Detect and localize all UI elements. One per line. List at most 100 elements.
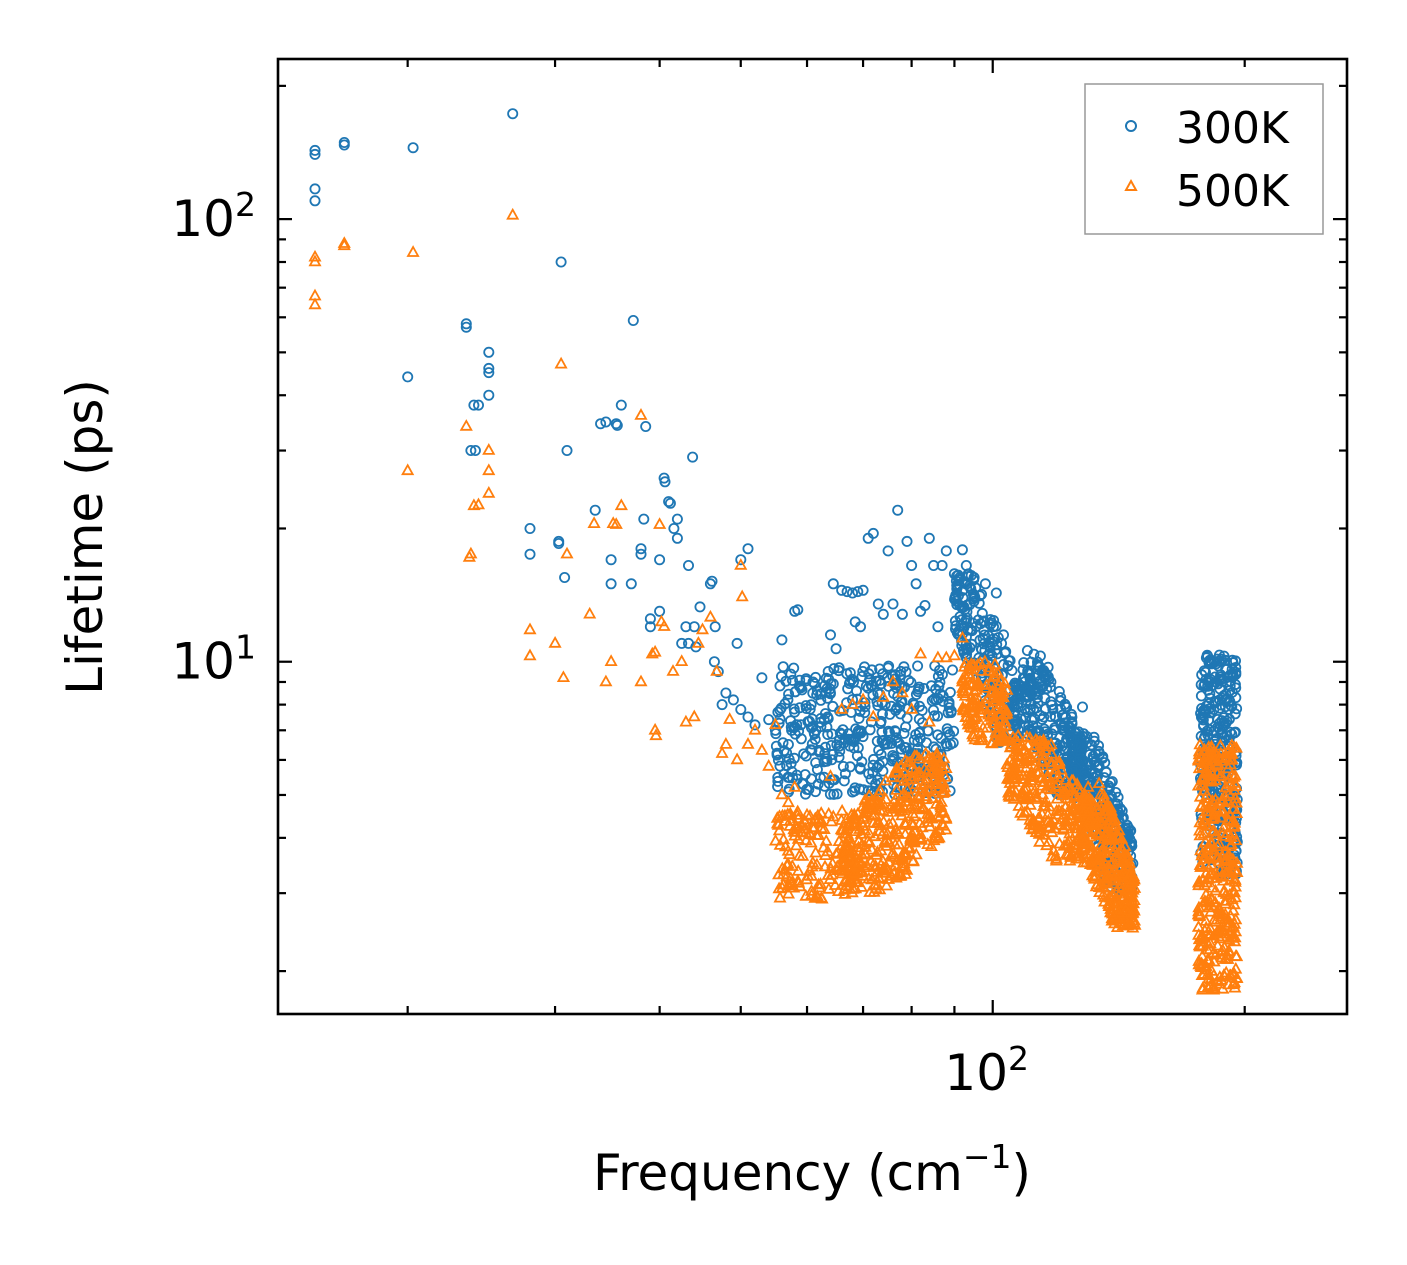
data-point-300K: [804, 703, 816, 715]
data-point-300K: [735, 554, 747, 566]
data-point-300K: [1104, 782, 1116, 794]
data-point-500K: [1107, 888, 1121, 901]
data-point-500K: [847, 865, 861, 878]
data-point-300K: [998, 629, 1010, 641]
data-point-300K: [941, 723, 953, 735]
data-point-300K: [806, 744, 818, 756]
data-point-500K: [1192, 761, 1206, 774]
data-point-500K: [406, 245, 420, 257]
data-point-500K: [886, 815, 900, 828]
data-point-500K: [972, 733, 986, 745]
data-point-500K: [799, 833, 813, 846]
data-point-300K: [858, 784, 870, 796]
data-point-500K: [997, 707, 1011, 720]
data-point-500K: [912, 781, 926, 794]
data-point-300K: [833, 751, 845, 763]
data-point-300K: [871, 735, 883, 747]
data-point-300K: [892, 504, 904, 516]
data-point-300K: [553, 535, 565, 547]
data-point-500K: [1219, 887, 1233, 899]
data-point-500K: [1023, 798, 1037, 810]
data-point-500K: [817, 822, 831, 834]
data-point-500K: [956, 672, 970, 684]
data-point-300K: [720, 687, 732, 699]
data-point-300K: [782, 739, 794, 751]
data-point-500K: [1058, 800, 1072, 813]
x-axis-label-close: ): [1012, 1144, 1032, 1202]
data-point-300K: [600, 416, 612, 428]
data-point-500K: [1100, 803, 1114, 816]
data-point-300K: [1022, 706, 1034, 718]
data-point-500K: [1218, 893, 1232, 906]
data-point-300K: [990, 587, 1002, 599]
data-point-500K: [858, 839, 872, 852]
data-point-500K: [971, 675, 985, 688]
data-point-500K: [925, 750, 939, 763]
data-point-500K: [1023, 813, 1037, 825]
data-point-500K: [931, 831, 945, 844]
data-point-500K: [835, 702, 849, 714]
data-point-500K: [903, 841, 917, 854]
data-point-500K: [1029, 792, 1043, 804]
data-point-500K: [907, 835, 921, 848]
data-point-500K: [851, 806, 865, 819]
data-point-300K: [903, 675, 915, 687]
data-point-500K: [1041, 813, 1055, 826]
data-point-300K: [795, 733, 807, 745]
data-point-500K: [922, 807, 937, 820]
data-point-500K: [788, 779, 802, 792]
data-point-300K: [801, 783, 813, 795]
data-point-500K: [870, 845, 884, 857]
data-point-500K: [824, 814, 839, 827]
data-point-500K: [931, 650, 945, 663]
data-point-500K: [1026, 821, 1040, 834]
data-point-500K: [1052, 803, 1066, 816]
data-point-500K: [1198, 765, 1212, 778]
data-point-300K: [1065, 733, 1077, 745]
data-point-500K: [803, 808, 817, 821]
data-point-500K: [931, 776, 945, 789]
legend: 300K 500K: [1084, 83, 1324, 235]
data-point-500K: [1094, 856, 1108, 868]
data-point-300K: [825, 629, 837, 641]
data-point-500K: [884, 799, 898, 812]
data-point-500K: [723, 712, 737, 724]
data-point-300K: [627, 314, 639, 326]
data-point-500K: [1228, 791, 1243, 804]
data-point-300K: [966, 625, 978, 637]
data-point-300K: [605, 578, 617, 590]
data-point-300K: [990, 620, 1002, 632]
data-point-500K: [583, 606, 597, 619]
data-point-500K: [308, 254, 322, 267]
data-point-500K: [609, 517, 623, 529]
data-point-300K: [823, 673, 835, 685]
data-point-500K: [937, 751, 951, 764]
data-point-500K: [960, 678, 974, 691]
data-point-500K: [1107, 916, 1122, 929]
data-point-500K: [929, 797, 943, 809]
data-point-500K: [1079, 823, 1093, 836]
data-point-500K: [401, 463, 415, 476]
data-point-500K: [811, 877, 826, 890]
data-point-300K: [1200, 705, 1212, 717]
data-point-500K: [1198, 852, 1212, 864]
data-point-300K: [800, 750, 812, 762]
data-point-300K: [852, 586, 864, 598]
data-point-300K: [1212, 678, 1224, 690]
data-point-300K: [836, 584, 848, 596]
data-point-300K: [912, 660, 924, 672]
data-point-300K: [1055, 692, 1067, 704]
data-point-500K: [1048, 767, 1062, 779]
data-point-500K: [782, 847, 797, 860]
data-point-500K: [604, 654, 618, 666]
data-point-500K: [634, 408, 648, 420]
data-point-500K: [1124, 865, 1138, 878]
data-point-500K: [804, 835, 818, 848]
data-point-500K: [965, 689, 979, 702]
data-point-300K: [787, 674, 799, 686]
data-point-300K: [1045, 696, 1057, 708]
data-point-500K: [1117, 889, 1132, 902]
data-point-500K: [835, 823, 850, 836]
data-point-300K: [943, 696, 955, 708]
data-point-300K: [524, 523, 536, 535]
